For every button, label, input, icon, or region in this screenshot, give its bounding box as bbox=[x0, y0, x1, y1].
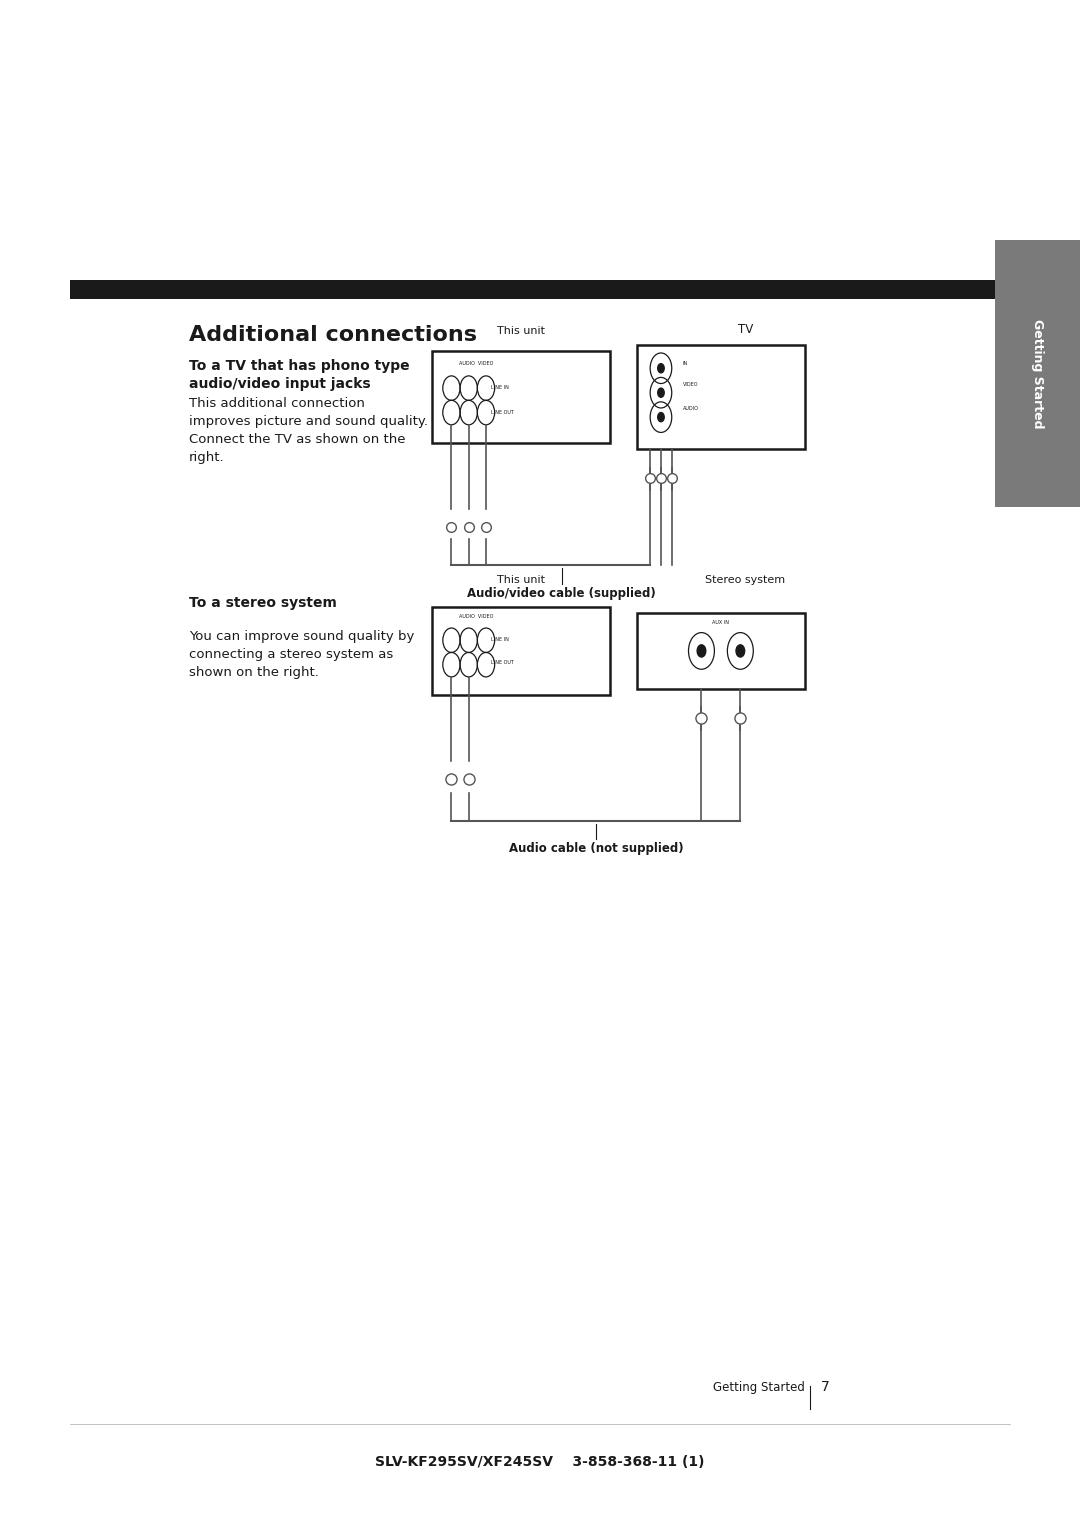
Text: SLV-KF295SV/XF245SV    3-858-368-11 (1): SLV-KF295SV/XF245SV 3-858-368-11 (1) bbox=[375, 1455, 705, 1468]
Text: This unit: This unit bbox=[497, 575, 544, 585]
Circle shape bbox=[658, 364, 664, 373]
Text: AUDIO  VIDEO: AUDIO VIDEO bbox=[459, 614, 494, 619]
Text: Stereo system: Stereo system bbox=[705, 575, 785, 585]
Text: Audio/video cable (supplied): Audio/video cable (supplied) bbox=[468, 587, 656, 601]
Text: To a stereo system: To a stereo system bbox=[189, 596, 337, 610]
Text: LINE IN: LINE IN bbox=[491, 637, 510, 642]
Text: LINE OUT: LINE OUT bbox=[491, 410, 514, 414]
Bar bbox=[637, 613, 805, 689]
Text: AUX IN: AUX IN bbox=[713, 620, 729, 625]
Bar bbox=[70, 280, 1010, 298]
Text: You can improve sound quality by
connecting a stereo system as
shown on the righ: You can improve sound quality by connect… bbox=[189, 630, 415, 678]
Text: TV: TV bbox=[738, 322, 753, 336]
Circle shape bbox=[658, 413, 664, 422]
Text: To a TV that has phono type
audio/video input jacks: To a TV that has phono type audio/video … bbox=[189, 359, 409, 391]
Bar bbox=[432, 607, 610, 695]
Text: IN: IN bbox=[683, 361, 688, 365]
Circle shape bbox=[697, 645, 706, 657]
Text: Getting Started: Getting Started bbox=[713, 1380, 805, 1394]
Bar bbox=[637, 345, 805, 449]
Text: Audio cable (not supplied): Audio cable (not supplied) bbox=[509, 842, 684, 856]
Circle shape bbox=[658, 388, 664, 397]
Text: AUDIO  VIDEO: AUDIO VIDEO bbox=[459, 361, 494, 365]
Bar bbox=[432, 351, 610, 443]
Text: This unit: This unit bbox=[497, 325, 544, 336]
Text: Additional connections: Additional connections bbox=[189, 325, 477, 345]
Text: 7: 7 bbox=[821, 1380, 829, 1394]
Text: LINE OUT: LINE OUT bbox=[491, 660, 514, 665]
Text: Getting Started: Getting Started bbox=[1030, 319, 1044, 428]
Text: VIDEO: VIDEO bbox=[683, 382, 698, 387]
Circle shape bbox=[737, 645, 745, 657]
Text: AUDIO: AUDIO bbox=[683, 406, 699, 411]
Text: This additional connection
improves picture and sound quality.
Connect the TV as: This additional connection improves pict… bbox=[189, 397, 428, 465]
Bar bbox=[995, 240, 1080, 507]
Text: LINE IN: LINE IN bbox=[491, 385, 510, 390]
